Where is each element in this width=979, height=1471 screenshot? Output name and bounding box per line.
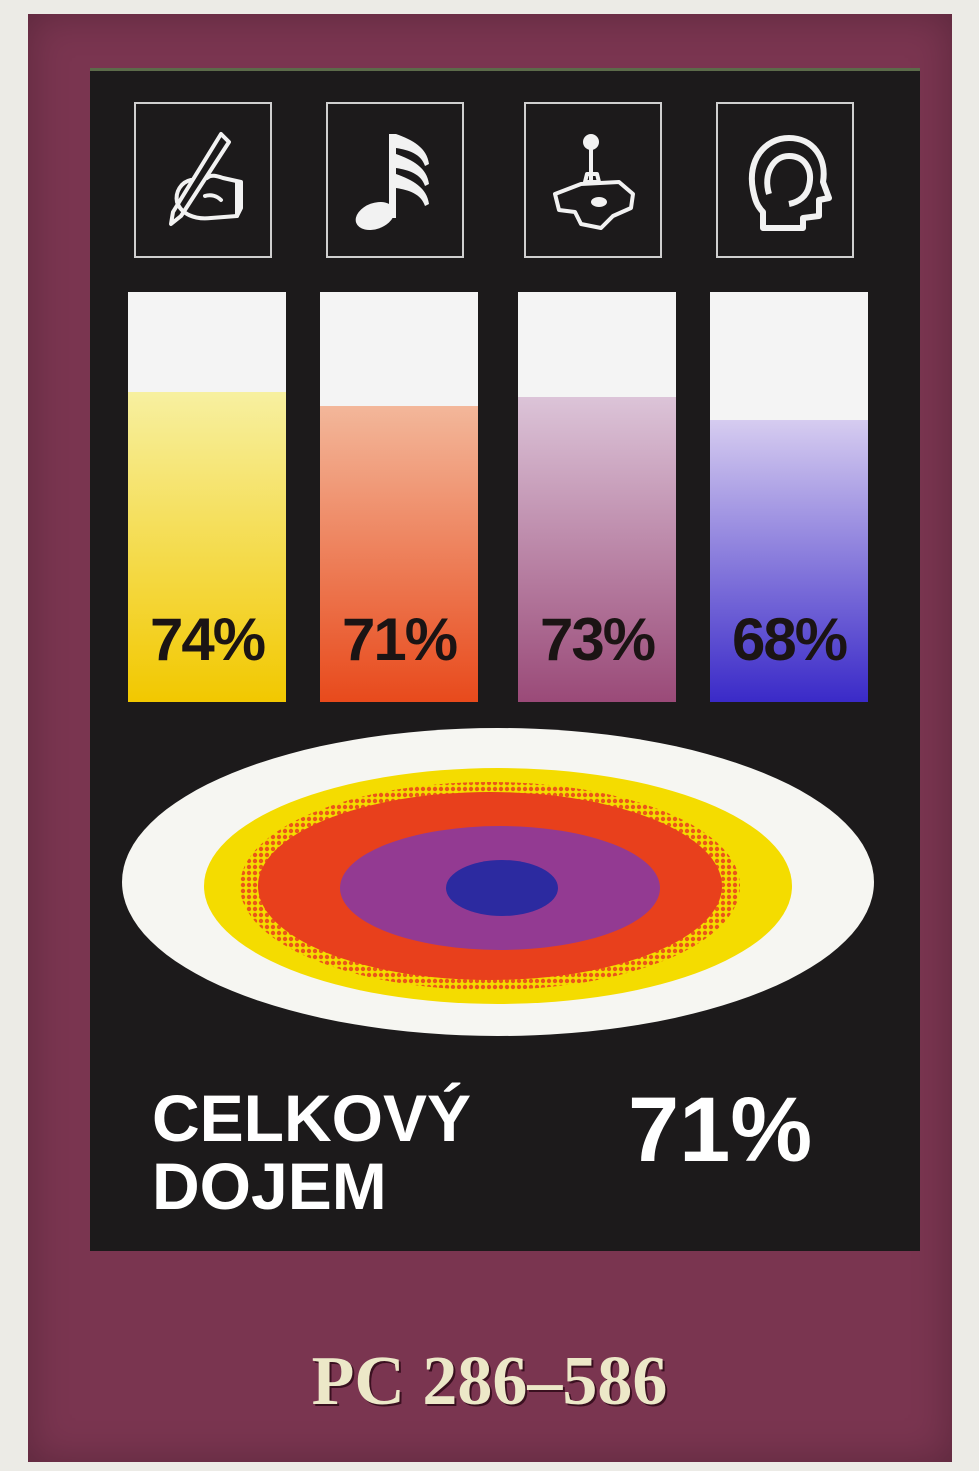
rating-bar-gameplay: 73%: [518, 292, 676, 702]
atmosphere-rating-icon-box: [716, 102, 854, 258]
rating-bar-atmosphere: 68%: [710, 292, 868, 702]
graphics-rating-icon-box: [134, 102, 272, 258]
platform-label: PC 286–586: [311, 1343, 668, 1420]
overall-label-line1: CELKOVÝ: [152, 1081, 472, 1155]
overall-plate-graphic: [122, 728, 874, 1036]
joystick-icon: [553, 134, 635, 230]
gameplay-rating-icon-box: [524, 102, 662, 258]
rating-value: 74%: [149, 606, 266, 673]
rating-bar-fill: [128, 391, 286, 702]
rating-value: 71%: [341, 606, 458, 673]
music-note-icon: [355, 134, 429, 231]
sound-rating-icon-box: [326, 102, 464, 258]
rating-bar-fill: [710, 419, 868, 702]
overall-label-line2: DOJEM: [152, 1149, 387, 1223]
head-profile-icon: [748, 135, 832, 231]
rating-value: 73%: [539, 606, 656, 673]
rating-bar-sound: 71%: [320, 292, 478, 702]
rating-value: 68%: [731, 606, 848, 673]
rating-bar-fill: [518, 396, 676, 702]
rating-bar-fill: [320, 405, 478, 702]
pencil-hand-icon: [169, 132, 243, 226]
rating-bar-graphics: 74%: [128, 292, 286, 702]
overall-label: CELKOVÝ DOJEM: [152, 1084, 471, 1220]
overall-value: 71%: [628, 1079, 813, 1181]
